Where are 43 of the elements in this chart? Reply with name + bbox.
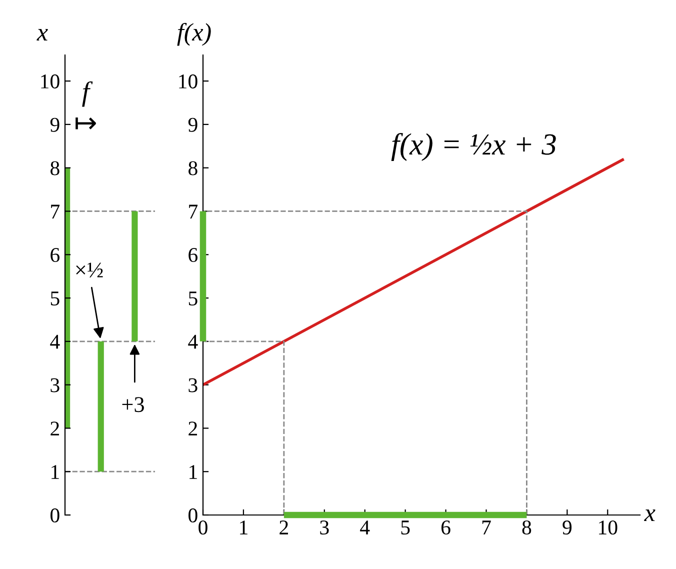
x-tick-label: 10 <box>599 520 618 535</box>
annotation: ×½ <box>76 262 103 278</box>
y-tick-label: 9 <box>188 118 198 132</box>
annotation: f <box>82 81 93 107</box>
y-tick-label: 10 <box>41 74 60 88</box>
y-tick-label: 1 <box>190 465 197 479</box>
bar <box>132 211 138 342</box>
x-tick-label: 3 <box>320 520 329 535</box>
annotation: ↦ <box>76 117 96 130</box>
y-tick-label: 3 <box>50 378 60 392</box>
y-tick-label: 8 <box>50 161 60 176</box>
y-tick-label: 1 <box>52 465 59 479</box>
y-tick-label: 3 <box>188 378 198 392</box>
x-tick-label: 6 <box>441 520 450 535</box>
y-tick-label: 4 <box>188 334 198 349</box>
x-tick-label: 1 <box>240 520 248 534</box>
y-tick-label: 5 <box>188 292 198 306</box>
y-tick-label: 0 <box>188 508 198 522</box>
x-axis-title: x <box>644 510 656 522</box>
y-tick-label: 2 <box>50 422 59 436</box>
y-axis-title: x <box>36 29 48 40</box>
bar <box>98 341 104 472</box>
x-tick-label: 9 <box>562 520 572 535</box>
y-tick-label: 8 <box>188 161 198 176</box>
x-tick-label: 2 <box>280 520 288 534</box>
y-tick-label: 0 <box>50 508 60 522</box>
y-tick-label: 10 <box>179 74 198 88</box>
y-tick-label: 7 <box>51 204 60 218</box>
y-tick-label: 7 <box>189 204 198 218</box>
y-tick-label: 5 <box>50 292 60 306</box>
y-tick-label: 4 <box>50 334 60 349</box>
x-tick-label: 4 <box>360 520 370 534</box>
y-tick-label: 6 <box>50 248 60 262</box>
annotation: +3 <box>122 397 144 412</box>
x-tick-label: 7 <box>482 520 491 534</box>
x-tick-label: 0 <box>198 520 208 535</box>
y-tick-label: 2 <box>188 422 197 436</box>
annotation: f(x) = ½x + 3 <box>391 132 556 162</box>
y-axis-title: f(x) <box>177 22 211 46</box>
x-tick-label: 8 <box>522 520 532 535</box>
x-tick-label: 5 <box>401 520 410 535</box>
y-tick-label: 9 <box>50 118 60 132</box>
y-tick-label: 6 <box>188 248 198 262</box>
